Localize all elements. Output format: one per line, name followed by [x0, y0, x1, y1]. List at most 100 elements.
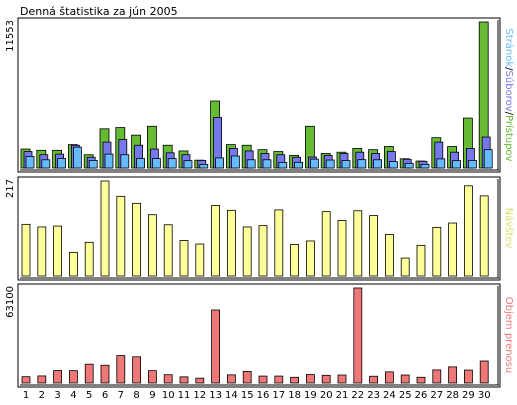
bar-objem [69, 370, 78, 384]
bar-navstev [242, 226, 252, 277]
bar-navstev [258, 225, 268, 277]
bar-navstev [132, 202, 142, 277]
bar-navstev [400, 257, 410, 277]
x-tick-label: 11 [178, 390, 191, 401]
bar-stranok [136, 158, 146, 169]
x-tick-label: 13 [209, 390, 222, 401]
bar-objem [179, 376, 189, 384]
bar-navstev [416, 244, 426, 277]
bar-objem [53, 370, 62, 384]
panel-frame [17, 17, 501, 173]
legend-entry: / [503, 112, 514, 116]
bar-objem [163, 374, 173, 384]
bar-objem [274, 375, 284, 384]
bar-stranok [467, 160, 477, 169]
bar-stranok [294, 161, 304, 169]
bar-stranok [262, 159, 272, 169]
bar-navstev [163, 224, 173, 277]
panel-3: 63100 Objem prenosu [5, 283, 514, 388]
x-tick-label: 25 [399, 390, 412, 401]
y-max-label: 217 [5, 179, 16, 198]
x-tick-label: 28 [446, 390, 459, 401]
bar-objem [211, 309, 221, 384]
bar-objem [353, 287, 363, 384]
bar-stranok [183, 160, 193, 169]
x-tick-label: 14 [225, 390, 238, 401]
bar-stranok [278, 162, 288, 169]
bar-navstev [321, 211, 331, 277]
bar-stranok [404, 162, 414, 169]
legend-entry: Súborov [503, 71, 515, 112]
x-tick-label: 24 [383, 390, 396, 401]
bar-navstev [147, 214, 157, 277]
x-tick-label: 1 [23, 390, 29, 401]
x-tick-label: 7 [118, 390, 124, 401]
bar-navstev [337, 220, 347, 277]
bar-stranok [25, 155, 35, 169]
bar-stranok [120, 154, 130, 169]
bar-objem [321, 374, 331, 384]
bar-navstev [369, 215, 379, 277]
bar-objem [147, 370, 157, 384]
chart-panels: 11553 Stránok/Súborov/Prístupov217Návštev… [5, 17, 515, 388]
chart-title: Denná štatistika za jún 2005 [20, 5, 178, 18]
bar-stranok [388, 161, 398, 169]
bar-navstev [37, 226, 47, 277]
x-tick-label: 30 [478, 390, 491, 401]
legend-entry: / [503, 67, 514, 71]
bar-objem [226, 374, 236, 384]
legend-entry: Stránok [503, 28, 515, 67]
x-tick-label: 12 [193, 390, 206, 401]
y-max-label: 63100 [5, 286, 16, 318]
bar-navstev [432, 227, 442, 277]
bar-navstev [305, 240, 315, 277]
x-tick-label: 21 [336, 390, 349, 401]
bar-navstev [290, 244, 300, 277]
bar-navstev [53, 225, 62, 277]
bar-stranok [309, 158, 319, 169]
bar-navstev [195, 243, 205, 277]
bar-navstev [448, 222, 458, 277]
bar-stranok [215, 157, 225, 169]
panel-frame [17, 283, 501, 388]
x-axis-labels: 1 2 3 4 5 6 7 8 9 10 11 12 13 14 15 16 17 18 19 20 21 22 23 24 2… [23, 390, 491, 401]
bar-objem [21, 376, 31, 384]
bar-stranok [167, 158, 177, 169]
bar-navstev [84, 241, 94, 277]
bar-stranok [483, 149, 493, 169]
bar-navstev [116, 195, 126, 277]
bar-objem [37, 375, 47, 384]
x-tick-label: 18 [288, 390, 301, 401]
bar-objem [432, 369, 442, 384]
bar-stranok [325, 159, 335, 169]
bar-stranok [199, 164, 209, 169]
bar-objem [305, 374, 315, 384]
bar-stranok [452, 160, 462, 169]
bar-stranok [246, 159, 256, 169]
bar-stranok [436, 158, 446, 169]
bar-objem [400, 374, 410, 384]
x-tick-label: 5 [86, 390, 92, 401]
x-tick-label: 4 [70, 390, 76, 401]
bar-objem [84, 363, 94, 384]
bar-stranok [41, 159, 51, 169]
bar-objem [416, 376, 426, 384]
bar-objem [337, 374, 347, 384]
x-tick-label: 29 [462, 390, 475, 401]
panel-1: 11553 Stránok/Súborov/Prístupov [5, 17, 515, 173]
x-tick-label: 19 [304, 390, 317, 401]
bar-objem [369, 375, 379, 384]
x-tick-label: 6 [102, 390, 108, 401]
bar-navstev [211, 205, 221, 277]
x-tick-label: 22 [351, 390, 364, 401]
bar-objem [479, 360, 489, 384]
x-tick-label: 23 [367, 390, 380, 401]
x-tick-label: 26 [415, 390, 428, 401]
x-tick-label: 17 [272, 390, 285, 401]
bar-stranok [57, 158, 66, 169]
bar-stranok [73, 146, 82, 169]
bar-navstev [226, 209, 236, 277]
bar-navstev [179, 240, 189, 277]
bar-objem [116, 355, 126, 384]
